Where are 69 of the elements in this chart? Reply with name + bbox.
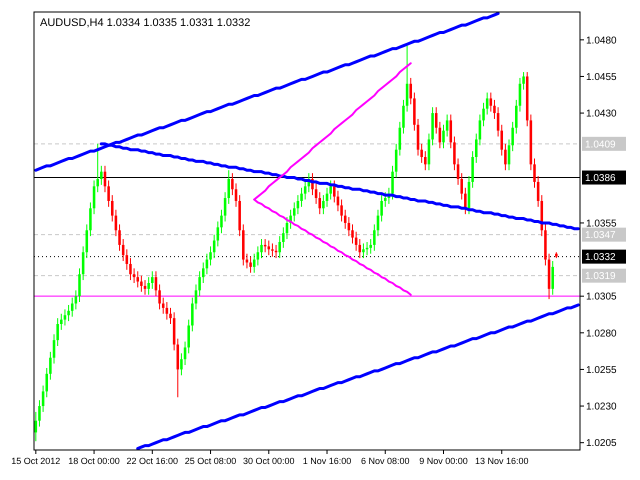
candlestick: [292, 202, 296, 222]
candlestick: [438, 121, 442, 149]
candlestick: [358, 238, 362, 259]
candlestick: [144, 280, 146, 296]
candlestick: [318, 192, 322, 215]
candlestick: [322, 194, 325, 215]
candlestick: [126, 248, 128, 270]
text: 1.0280: [586, 328, 617, 340]
candlestick: [329, 180, 332, 200]
text: AUDUSD,H4 1.0334 1.0335 1.0331 1.0332: [40, 17, 250, 29]
candlestick: [100, 165, 103, 186]
text: 1.0205: [586, 438, 617, 450]
candlestick: [154, 270, 158, 297]
candlestick: [212, 234, 216, 259]
x-tick-label: 15 Oct 2012: [11, 456, 60, 466]
candlestick: [264, 238, 266, 253]
candlestick: [64, 308, 66, 326]
candlestick: [60, 313, 63, 330]
candlestick: [409, 77, 412, 105]
candlestick: [136, 270, 140, 288]
candlestick: [132, 268, 136, 284]
candlestick: [344, 209, 346, 230]
candlestick: [158, 284, 161, 310]
candlestick: [434, 106, 438, 134]
candlestick: [464, 187, 467, 215]
candlestick: [551, 260, 554, 296]
x-tick-label: 1 Nov 16:00: [302, 456, 352, 466]
candlestick: [282, 226, 285, 248]
text: 1.0230: [586, 402, 617, 413]
text: 1.0430: [586, 108, 617, 120]
x-tick-label: 18 Oct 00:00: [68, 456, 120, 466]
x-tick-label: 25 Oct 08:00: [184, 456, 236, 466]
x-tick-label: 9 Nov 00:00: [419, 456, 468, 466]
candlestick: [278, 236, 281, 259]
candlestick: [490, 92, 492, 112]
text: 1.0480: [586, 35, 617, 46]
candlestick: [151, 270, 154, 290]
candlestick: [348, 216, 350, 237]
candlestick: [249, 256, 252, 274]
candlestick: [406, 45, 408, 112]
candlestick: [369, 238, 372, 254]
candlestick: [354, 231, 358, 252]
ref-line-label: 1.0386: [585, 173, 616, 184]
x-tick-label: 22 Oct 16:00: [126, 456, 178, 466]
candlestick: [333, 180, 336, 203]
text: 1.0305: [586, 292, 617, 303]
candlestick: [140, 275, 143, 292]
candlestick: [70, 297, 74, 318]
candlestick: [522, 72, 525, 90]
candlestick: [256, 246, 260, 266]
candlestick: [384, 192, 387, 208]
candlestick: [424, 150, 427, 171]
x-tick-label: 13 Nov 16:00: [474, 456, 529, 466]
candlestick: [180, 352, 183, 376]
ref-line-label: 1.0332: [585, 252, 616, 264]
candlestick: [202, 262, 205, 284]
candlestick: [268, 240, 270, 256]
x-tick-label: 6 Nov 08:00: [360, 456, 410, 466]
text: 1.0255: [586, 364, 617, 376]
text: 1.0455: [586, 72, 617, 83]
candlestick: [271, 242, 274, 258]
candlestick: [166, 302, 168, 320]
x-tick-label: 30 Oct 00:00: [243, 456, 295, 466]
candlestick: [304, 180, 306, 200]
candlestick: [366, 241, 368, 256]
candlestick: [252, 253, 256, 274]
text: 1.0355: [586, 218, 617, 230]
candlestick: [147, 276, 150, 296]
candlestick: [504, 143, 507, 171]
